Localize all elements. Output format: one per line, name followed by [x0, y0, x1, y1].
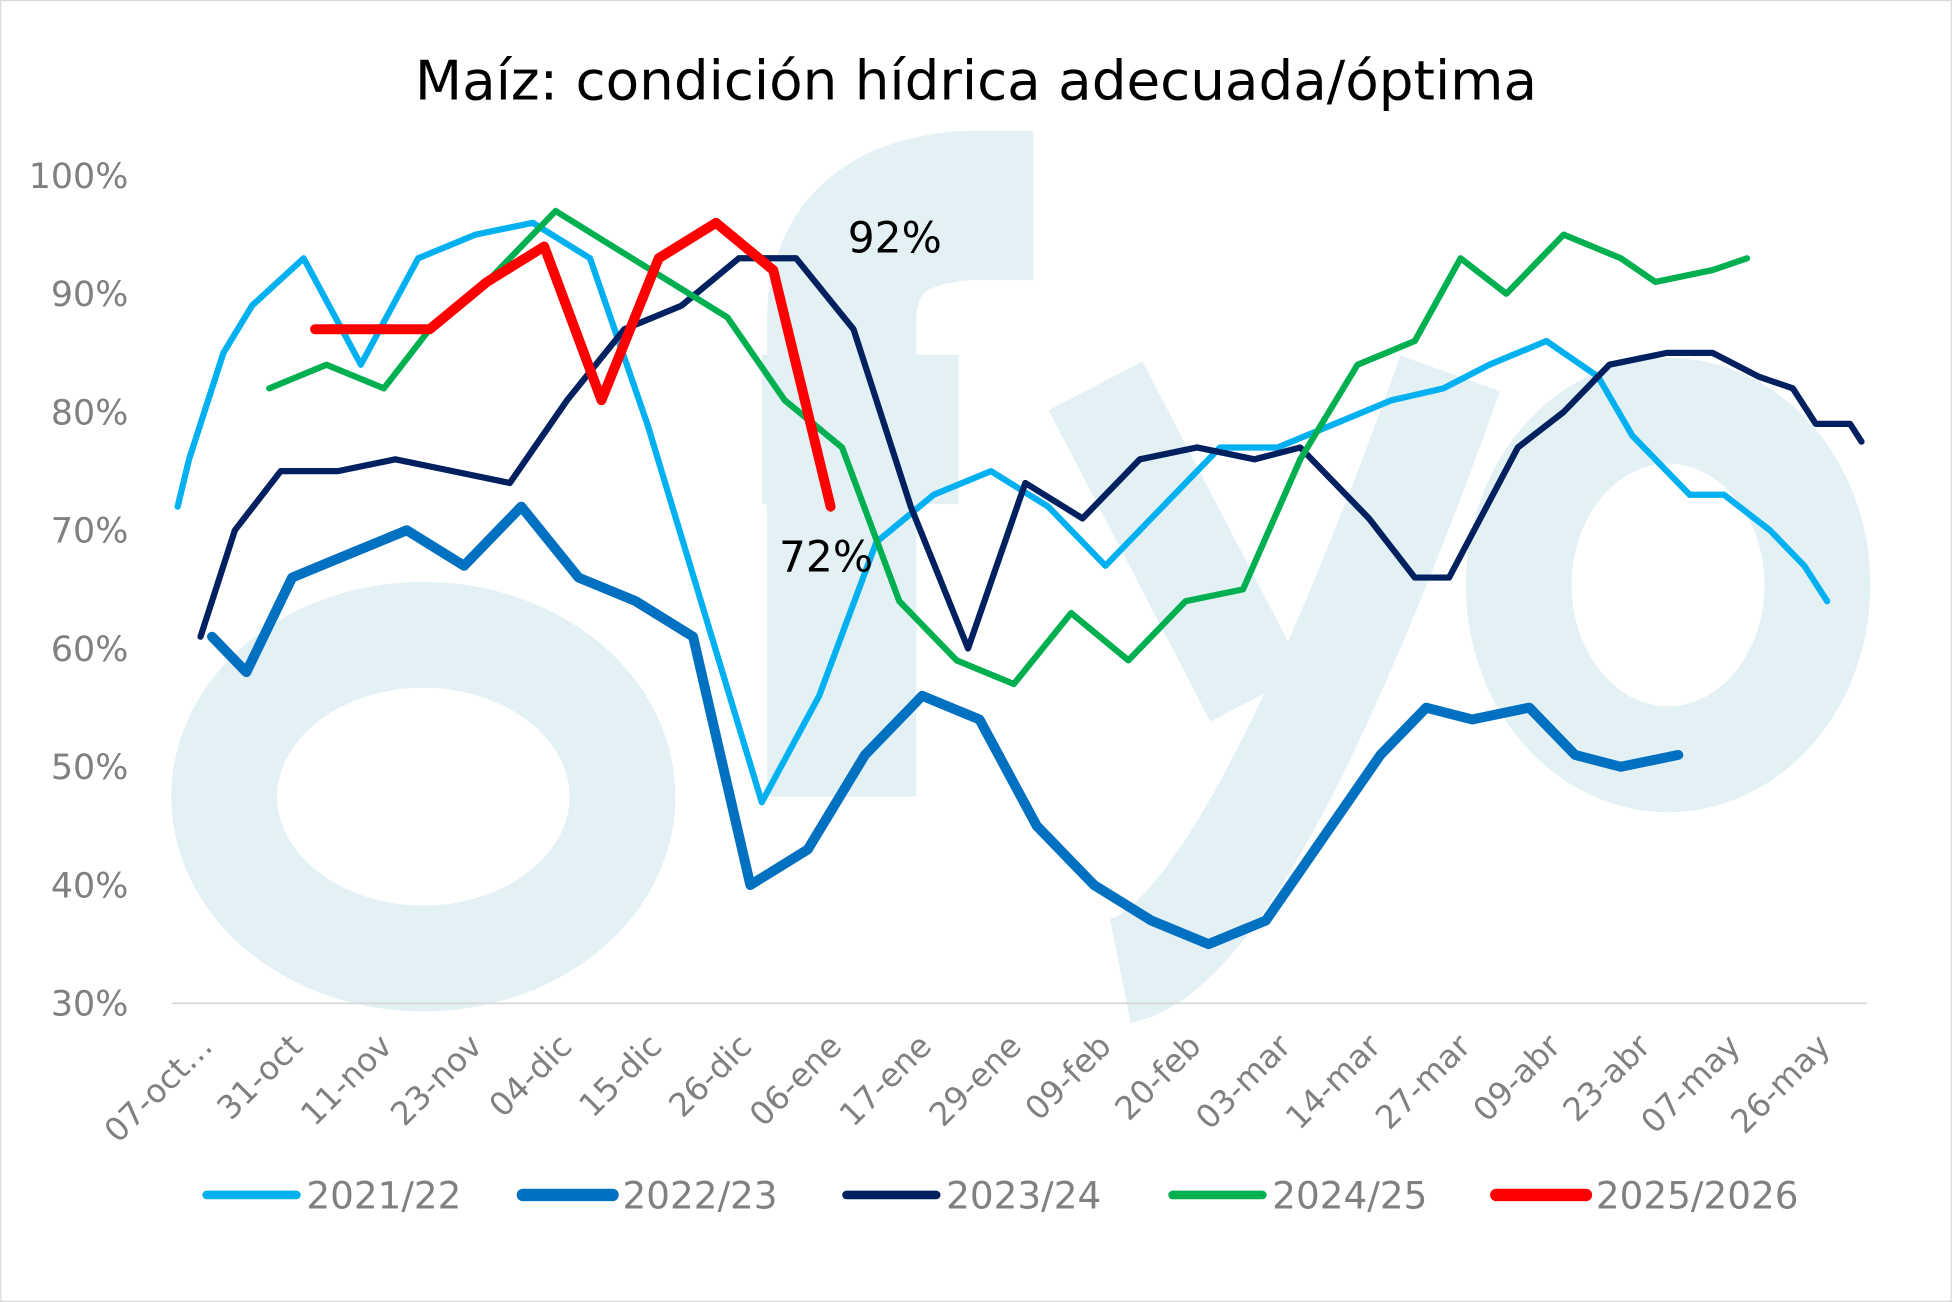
watermark-letter-f [761, 130, 1034, 797]
legend-label: 2021/22 [306, 1174, 461, 1218]
series-line-2021-22 [174, 219, 1831, 806]
y-tick-label: 80% [51, 393, 128, 433]
series-line-2025-2026 [310, 217, 836, 512]
watermark-letter-o [171, 581, 676, 1012]
legend-label: 2025/2026 [1596, 1174, 1799, 1218]
series-line-2024-25 [266, 207, 1751, 688]
data-label: 92% [848, 213, 942, 262]
y-tick-label: 70% [51, 512, 128, 552]
data-label: 72% [779, 533, 873, 582]
legend-label: 2023/24 [946, 1174, 1101, 1218]
series-line-2023-24 [197, 255, 1865, 652]
watermark-letter-y [1048, 355, 1501, 1023]
y-tick-label: 100% [29, 157, 129, 197]
y-tick-label: 40% [51, 866, 128, 906]
legend-label: 2022/23 [622, 1174, 777, 1218]
y-tick-label: 30% [51, 985, 128, 1025]
y-tick-label: 50% [51, 748, 128, 788]
legend-label: 2024/25 [1272, 1174, 1427, 1218]
chart-title: Maíz: condición hídrica adecuada/óptima [415, 49, 1537, 113]
y-tick-label: 90% [51, 275, 128, 315]
y-tick-label: 60% [51, 630, 128, 670]
series-line-2022-23 [206, 501, 1684, 950]
